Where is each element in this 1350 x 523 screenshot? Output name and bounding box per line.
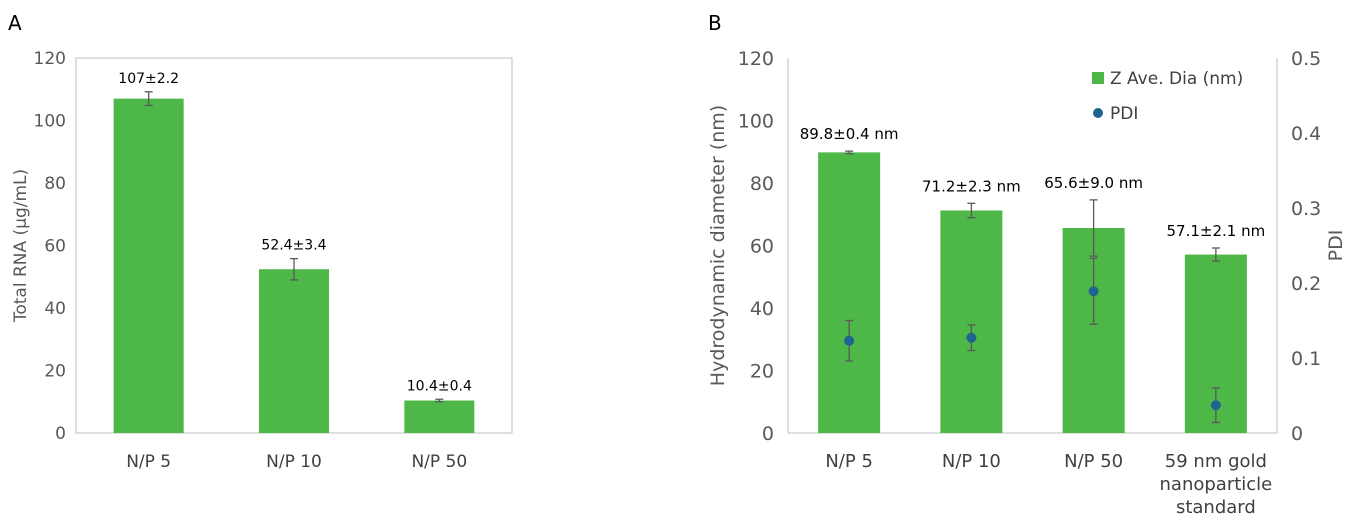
panel-b-legend-pdi-swatch: [1093, 108, 1103, 118]
panel-b-bar: [818, 152, 881, 433]
panel-b-y-tick-label: 60: [750, 236, 774, 258]
panel-b-legend-bar-swatch: [1092, 72, 1104, 84]
panel-b-category-label: 59 nm gold: [1165, 451, 1267, 472]
panel-b-letter: B: [708, 11, 722, 35]
panel-b-category-label: N/P 10: [942, 451, 1001, 472]
panel-a-bar: [113, 98, 184, 433]
panel-a-y-tick-label: 80: [44, 174, 66, 194]
panel-b-bar: [940, 210, 1003, 433]
panel-b-data-label: 65.6±9.0 nm: [1044, 174, 1143, 192]
panel-a-y-tick-label: 40: [44, 299, 66, 319]
panel-b-category-label: standard: [1176, 497, 1256, 518]
panel-b-y2-axis-title: PDI: [1325, 230, 1347, 262]
panel-b-y2-tick-label: 0.3: [1291, 198, 1321, 220]
panel-b-pdi-point: [966, 332, 977, 343]
panel-b-y-axis-title: Hydrodynamic diameter (nm): [707, 105, 729, 386]
panel-b-y-tick-label: 80: [750, 173, 774, 195]
panel-b-y2-tick-label: 0: [1291, 423, 1303, 445]
panel-b-legend-bar-label: Z Ave. Dia (nm): [1110, 69, 1243, 89]
panel-a-y-tick-label: 20: [44, 362, 66, 382]
panel-a-letter: A: [8, 11, 22, 35]
panel-b-category-label: N/P 50: [1064, 451, 1123, 472]
panel-b-category-label: N/P 5: [825, 451, 873, 472]
panel-b-y2-tick-label: 0.4: [1291, 123, 1321, 145]
panel-a-bar: [259, 269, 329, 433]
panel-b-data-label: 57.1±2.1 nm: [1167, 222, 1266, 240]
panel-b-y-tick-label: 20: [750, 361, 774, 383]
panel-a-category-label: N/P 10: [266, 452, 322, 472]
panel-a-y-tick-label: 60: [44, 237, 66, 257]
panel-b-data-label: 71.2±2.3 nm: [922, 177, 1021, 195]
panel-b-y2-tick-label: 0.2: [1291, 273, 1321, 295]
panel-a-data-label: 52.4±3.4: [261, 238, 326, 254]
panel-b-data-label: 89.8±0.4 nm: [800, 125, 899, 143]
panel-b-pdi-point: [1210, 400, 1221, 411]
panel-b-pdi-point: [1088, 286, 1099, 297]
panel-b-legend-pdi-label: PDI: [1110, 104, 1138, 124]
panel-a-data-label: 10.4±0.4: [407, 378, 472, 394]
panel-b-y-tick-label: 40: [750, 298, 774, 320]
panel-a-y-tick-label: 100: [34, 112, 66, 132]
panel-b-y-tick-label: 100: [738, 111, 774, 133]
panel-b-y-tick-label: 120: [738, 48, 774, 70]
panel-a-y-axis-title: Total RNA (µg/mL): [11, 169, 31, 323]
panel-a-bar: [404, 400, 475, 433]
panel-a-category-label: N/P 50: [411, 452, 467, 472]
panel-a-data-label: 107±2.2: [118, 71, 179, 87]
panel-b-category-label: nanoparticle: [1160, 474, 1273, 495]
panel-a-y-tick-label: 0: [55, 424, 66, 444]
panel-a-y-tick-label: 120: [34, 49, 66, 69]
panel-a-category-label: N/P 5: [126, 452, 171, 472]
panel-b-y-tick-label: 0: [762, 423, 774, 445]
panel-b-y2-tick-label: 0.1: [1291, 348, 1321, 370]
panel-b-pdi-point: [844, 335, 855, 346]
panel-b-y2-tick-label: 0.5: [1291, 48, 1321, 70]
